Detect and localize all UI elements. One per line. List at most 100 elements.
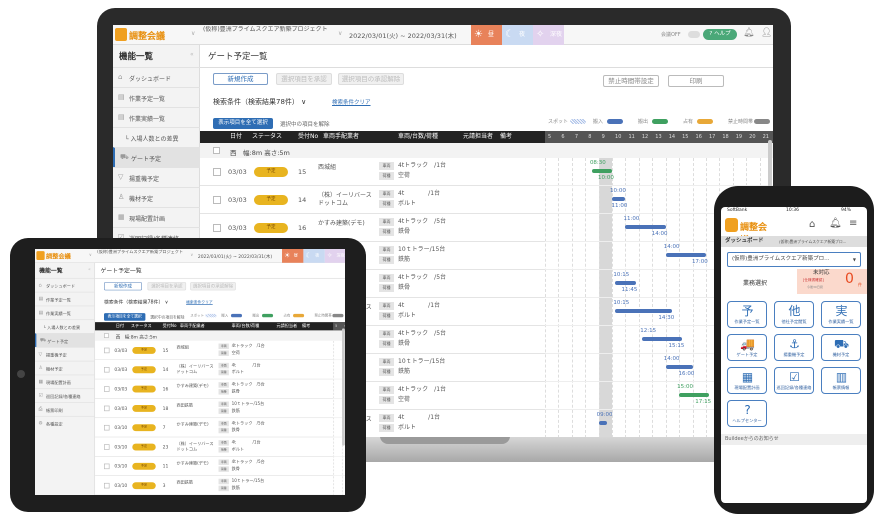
tile-calendar[interactable]: 予作業予定一覧 bbox=[727, 301, 767, 328]
shift-button[interactable]: ☀ 昼 bbox=[282, 249, 304, 263]
chevron-down-icon[interactable]: ∨ bbox=[191, 30, 196, 37]
deselect-link[interactable]: 選択中の項目を解除 bbox=[150, 315, 185, 321]
checkbox[interactable] bbox=[213, 224, 221, 232]
sidebar-item[interactable]: ▤ 作業実績一覧 bbox=[35, 305, 96, 320]
tile-calendar[interactable]: 実作業実績一覧 bbox=[821, 301, 861, 328]
tile-checklist[interactable]: ☑ 巡回記録/各種連絡 bbox=[774, 367, 814, 394]
table-row[interactable]: 03/03 予定 15 西城組 車両 荷種 4tトラック /1台 空荷 bbox=[95, 341, 334, 361]
chevron-down-icon[interactable]: ∨ bbox=[190, 252, 194, 258]
gantt-bar[interactable] bbox=[615, 281, 636, 285]
bell-icon[interactable]: 🔔︎ bbox=[743, 28, 755, 38]
approve-button[interactable]: 選択項目を承認 bbox=[276, 73, 332, 85]
sidebar-item[interactable]: ⌂ ダッシュボード bbox=[35, 277, 96, 292]
column-header[interactable]: 備考 bbox=[302, 323, 311, 329]
pending-card[interactable]: 未対応 [仕様書確認] 今後30日間 0 件 bbox=[797, 269, 867, 294]
column-header[interactable]: 備考 bbox=[500, 133, 513, 140]
gantt-bar[interactable] bbox=[598, 421, 607, 425]
checkbox[interactable] bbox=[104, 482, 110, 489]
sidebar-item[interactable]: └ 入場人数との差異 bbox=[113, 127, 200, 147]
search-conditions[interactable]: 検索条件（検索結果78件） ∨ bbox=[104, 299, 169, 305]
gantt-bar[interactable] bbox=[679, 393, 710, 397]
print-button[interactable]: 印刷 bbox=[668, 75, 724, 87]
sidebar-item[interactable]: ☑巡回記録/各種連絡 bbox=[35, 388, 96, 402]
column-header[interactable]: 受付No bbox=[298, 133, 319, 140]
chevron-down-icon[interactable]: ∨ bbox=[88, 252, 92, 258]
column-header[interactable]: ステータス bbox=[130, 323, 152, 329]
sidebar-item[interactable]: └ 入場人数との差異 bbox=[35, 319, 96, 333]
sidebar-item[interactable]: ▤ 作業実績一覧 bbox=[113, 107, 200, 127]
sidebar-item[interactable]: ⛟ ゲート予定 bbox=[35, 333, 96, 347]
select-all-button[interactable]: 表示項目を全て選択 bbox=[213, 118, 273, 129]
search-conditions[interactable]: 検索条件（検索結果78件） ∨ bbox=[213, 98, 307, 106]
column-header[interactable]: 元請担当者 bbox=[463, 133, 494, 140]
tile-truck[interactable]: 🚚 ゲート予定 bbox=[727, 334, 767, 361]
column-header[interactable]: ステータス bbox=[252, 133, 283, 140]
checkbox[interactable] bbox=[104, 333, 109, 339]
help-button[interactable]: ? ヘルプ bbox=[703, 29, 737, 40]
approve-button[interactable]: 選択項目を承認 bbox=[147, 282, 187, 291]
deselect-link[interactable]: 選択中の項目を解除 bbox=[280, 122, 330, 128]
shift-button[interactable]: ☾ 夜 bbox=[502, 25, 533, 45]
chevron-down-icon[interactable]: ∨ bbox=[338, 30, 343, 37]
sidebar-item[interactable]: ▦ 現場配置計画 bbox=[113, 207, 200, 227]
tile-calendar[interactable]: 他他社予定閲覧 bbox=[774, 301, 814, 328]
sidebar-item[interactable]: ♙ 機材予定 bbox=[35, 360, 96, 375]
menu-icon[interactable]: ≡ bbox=[849, 218, 858, 229]
search-clear-link[interactable]: 検索条件クリア bbox=[332, 100, 371, 106]
shift-button[interactable]: ✧ 深夜 bbox=[533, 25, 564, 45]
checkbox[interactable] bbox=[104, 463, 110, 470]
gantt-bar[interactable] bbox=[665, 365, 693, 369]
search-clear-link[interactable]: 検索条件クリア bbox=[186, 300, 213, 305]
sidebar-item[interactable]: ⛟ ゲート予定 bbox=[113, 147, 200, 167]
table-row[interactable]: 03/03 予定 14 （株）イーリバースドットコム 車両 荷種 4t /1台 ボルト bbox=[200, 186, 545, 214]
gantt-bar[interactable] bbox=[591, 169, 613, 173]
sidebar-item[interactable]: ▤ 作業予定一覧 bbox=[35, 291, 96, 306]
column-header[interactable]: 車両/台数/荷種 bbox=[231, 323, 260, 329]
table-row[interactable]: 03/03 予定 15 西城組 車両 荷種 4tトラック /1台 空荷 bbox=[200, 158, 545, 186]
tile-forklift[interactable]: ⛟ 機材予定 bbox=[821, 334, 861, 361]
checkbox[interactable] bbox=[213, 196, 221, 204]
tile-help[interactable]: ? ヘルプセンター bbox=[727, 400, 767, 427]
table-row[interactable]: 03/03 予定 14 （株）イーリバースドットコム 車両 荷種 4t /1台 ボルト bbox=[95, 360, 334, 380]
checkbox[interactable] bbox=[104, 405, 110, 412]
tile-building[interactable]: ▥ 帳票情報 bbox=[821, 367, 861, 394]
checkbox[interactable] bbox=[104, 444, 110, 450]
date-range-select[interactable]: 2022/03/01(火) ~ 2022/03/31(木) bbox=[349, 32, 457, 40]
checkbox[interactable] bbox=[213, 168, 221, 176]
column-header[interactable]: 車両手配業者 bbox=[179, 323, 205, 329]
unapprove-button[interactable]: 選択項目の承認解除 bbox=[190, 282, 236, 291]
home-icon[interactable]: ⌂ bbox=[809, 219, 816, 230]
checkbox[interactable] bbox=[104, 366, 110, 373]
gantt-bar[interactable] bbox=[625, 225, 666, 229]
checkbox[interactable] bbox=[104, 347, 110, 354]
column-header[interactable]: 車両/台数/荷種 bbox=[398, 133, 439, 140]
column-header[interactable]: 受付No bbox=[162, 323, 177, 329]
sidebar-item[interactable]: ⎙帳票印刷 bbox=[35, 402, 96, 416]
column-header[interactable]: 元請担当者 bbox=[276, 323, 298, 329]
news-bar[interactable]: Buildeeからのお知らせ bbox=[721, 434, 867, 445]
tile-crane[interactable]: ⚓ 揚重機予定 bbox=[774, 334, 814, 361]
sidebar-item[interactable]: ⚙各種設定 bbox=[35, 415, 96, 430]
sidebar-item[interactable]: ▽ 揚重機予定 bbox=[35, 346, 96, 361]
project-select[interactable]: (仮称)豊洲プライムスクエア新築プロ… ▼ bbox=[727, 252, 861, 267]
unapprove-button[interactable]: 選択項目の承認解除 bbox=[338, 73, 404, 85]
gantt-bar[interactable] bbox=[665, 253, 706, 257]
gantt-bar[interactable] bbox=[615, 309, 673, 313]
gantt-bar[interactable] bbox=[612, 197, 626, 201]
column-header[interactable]: 日付 bbox=[230, 133, 243, 140]
date-range-select[interactable]: 2022/03/01(火) ~ 2022/03/31(木) bbox=[197, 253, 273, 260]
sidebar-item[interactable]: ⌂ ダッシュボード bbox=[113, 67, 200, 87]
user-icon[interactable]: 👤︎ bbox=[761, 28, 773, 38]
collapse-icon[interactable]: « bbox=[190, 51, 194, 58]
collapse-icon[interactable]: « bbox=[88, 266, 91, 272]
checkbox[interactable] bbox=[104, 386, 110, 392]
sidebar-item[interactable]: ▤ 作業予定一覧 bbox=[113, 87, 200, 107]
shift-button[interactable]: ☀ 昼 bbox=[471, 25, 502, 45]
checkbox[interactable] bbox=[104, 424, 110, 431]
create-button[interactable]: 新規作成 bbox=[213, 73, 268, 85]
sidebar-item[interactable]: ▽ 揚重機予定 bbox=[113, 167, 200, 187]
